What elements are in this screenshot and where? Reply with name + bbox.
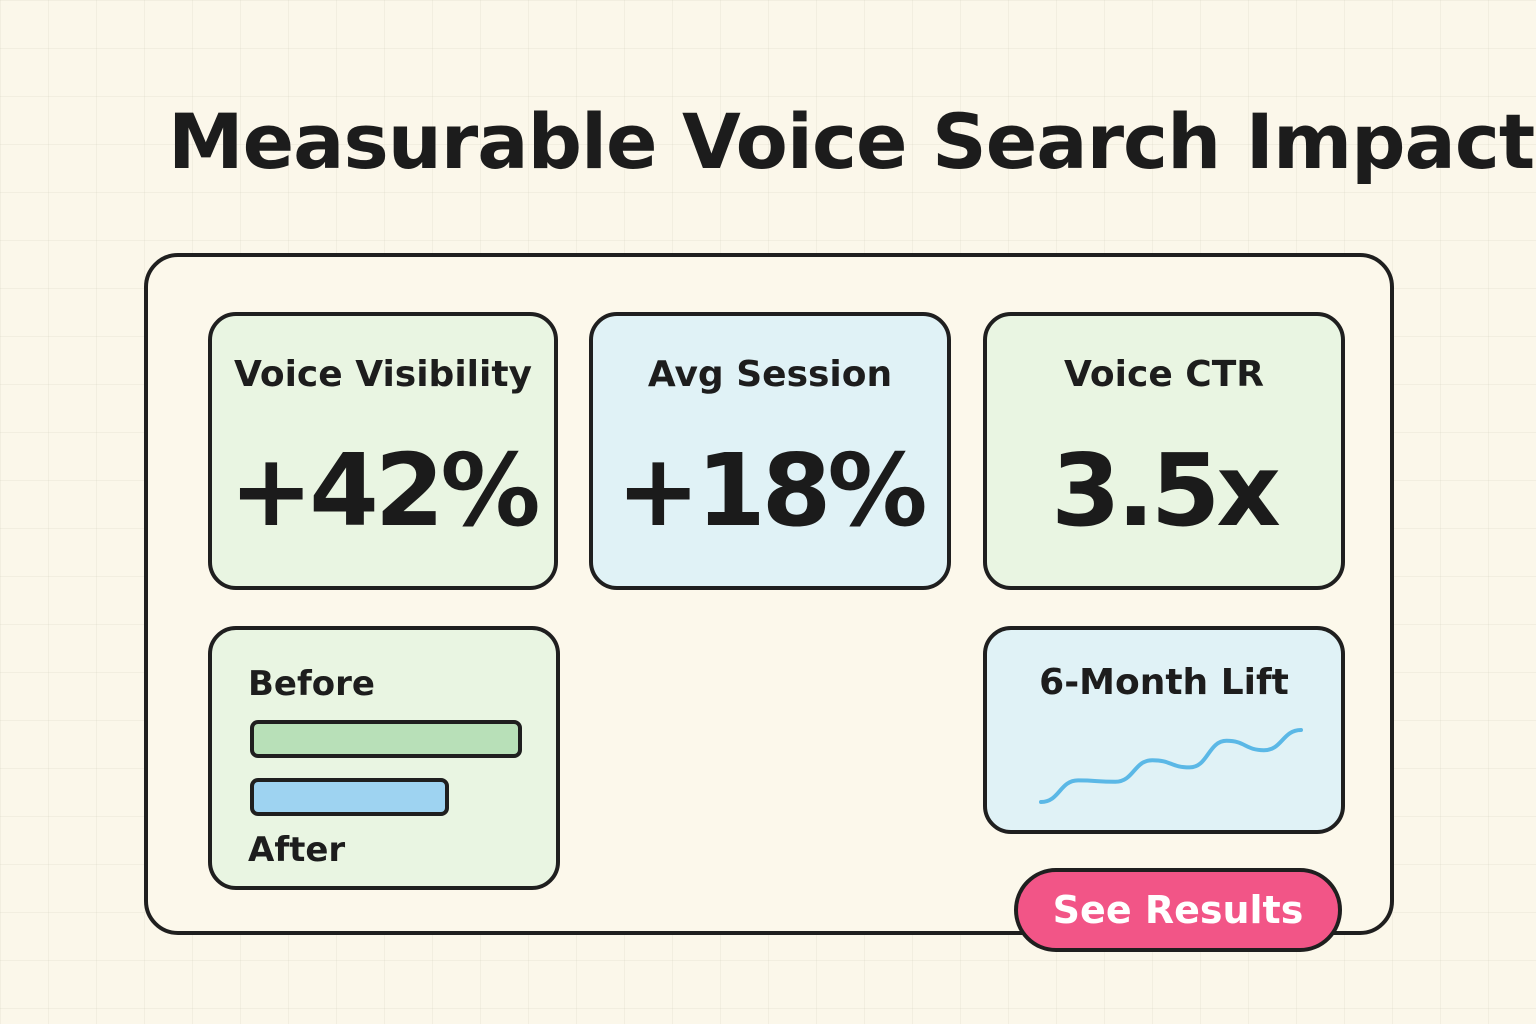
lift-line bbox=[1039, 728, 1303, 804]
six-month-lift-label: 6-Month Lift bbox=[1039, 662, 1289, 703]
avg-session-value: +18% bbox=[616, 432, 927, 549]
lift-chart bbox=[1039, 728, 1303, 804]
avg-session-label: Avg Session bbox=[647, 354, 893, 395]
voice-visibility-label: Voice Visibility bbox=[233, 354, 533, 395]
before-label: Before bbox=[248, 664, 375, 704]
avg-session-card: Avg Session +18% bbox=[589, 312, 951, 590]
voice-visibility-card: Voice Visibility +42% bbox=[208, 312, 558, 590]
see-results-button[interactable]: See Results bbox=[1014, 868, 1342, 952]
voice-ctr-label: Voice CTR bbox=[1064, 354, 1264, 395]
after-label: After bbox=[248, 830, 346, 870]
before-after-card: Before After bbox=[208, 626, 560, 890]
page-title: Measurable Voice Search Impact bbox=[168, 97, 1535, 186]
six-month-lift-card: 6-Month Lift bbox=[983, 626, 1345, 834]
voice-visibility-value: +42% bbox=[229, 432, 540, 549]
voice-ctr-card: Voice CTR 3.5x bbox=[983, 312, 1345, 590]
voice-ctr-value: 3.5x bbox=[1051, 432, 1281, 549]
before-bar bbox=[250, 720, 522, 758]
after-bar bbox=[250, 778, 449, 816]
